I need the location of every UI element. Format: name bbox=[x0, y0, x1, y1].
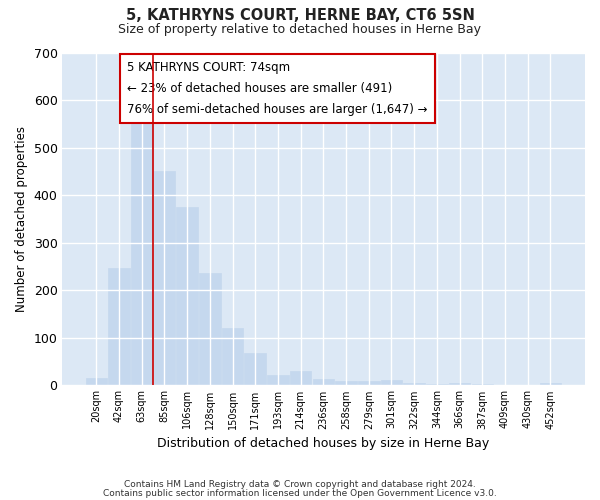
Bar bbox=[131, 106, 152, 385]
Bar bbox=[403, 383, 425, 385]
Text: Contains HM Land Registry data © Crown copyright and database right 2024.: Contains HM Land Registry data © Crown c… bbox=[124, 480, 476, 489]
Bar bbox=[380, 380, 402, 385]
Bar bbox=[472, 384, 493, 385]
Bar bbox=[108, 268, 130, 385]
Bar bbox=[335, 382, 357, 385]
Bar bbox=[222, 328, 244, 385]
Bar bbox=[426, 384, 448, 385]
Bar bbox=[539, 382, 561, 385]
Bar bbox=[449, 383, 470, 385]
Y-axis label: Number of detached properties: Number of detached properties bbox=[15, 126, 28, 312]
Bar bbox=[358, 382, 380, 385]
Text: 5 KATHRYNS COURT: 74sqm
← 23% of detached houses are smaller (491)
76% of semi-d: 5 KATHRYNS COURT: 74sqm ← 23% of detache… bbox=[127, 61, 428, 116]
Bar bbox=[199, 273, 221, 385]
Text: 5, KATHRYNS COURT, HERNE BAY, CT6 5SN: 5, KATHRYNS COURT, HERNE BAY, CT6 5SN bbox=[125, 8, 475, 22]
Bar bbox=[290, 371, 311, 385]
Bar bbox=[154, 172, 175, 385]
Bar bbox=[176, 208, 198, 385]
Bar bbox=[86, 378, 107, 385]
Text: Size of property relative to detached houses in Herne Bay: Size of property relative to detached ho… bbox=[119, 22, 482, 36]
X-axis label: Distribution of detached houses by size in Herne Bay: Distribution of detached houses by size … bbox=[157, 437, 490, 450]
Bar bbox=[313, 379, 334, 385]
Bar bbox=[267, 374, 289, 385]
Bar bbox=[244, 353, 266, 385]
Text: Contains public sector information licensed under the Open Government Licence v3: Contains public sector information licen… bbox=[103, 488, 497, 498]
